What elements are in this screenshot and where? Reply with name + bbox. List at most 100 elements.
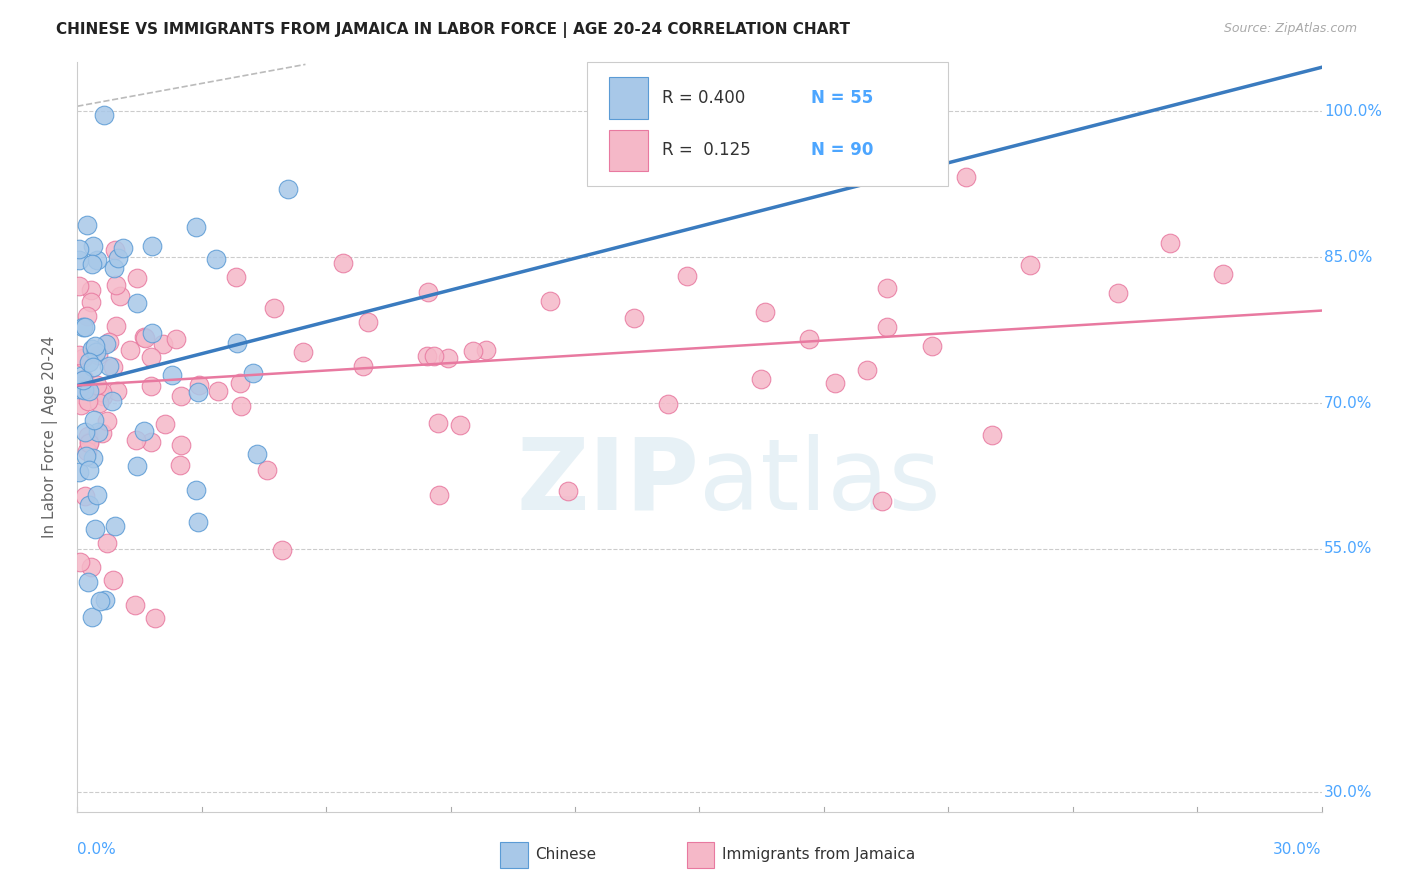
Point [77,574,100,589]
Point [754,305,776,319]
Point [870,494,893,508]
Point [91,425,114,440]
Point [86,252,108,267]
Point [186,483,208,497]
Point [82,359,104,374]
Point [94,337,117,351]
Point [139,379,162,393]
Point [207,384,229,399]
Point [263,301,285,316]
Point [91,389,114,403]
Point [75,425,97,439]
Point [124,598,146,612]
Text: In Labor Force | Age 20-24: In Labor Force | Age 20-24 [42,336,58,538]
Point [101,359,124,374]
Point [187,516,209,530]
Point [449,417,471,432]
Point [153,417,176,432]
Point [77,436,100,450]
Point [141,239,163,253]
Point [152,337,174,351]
Point [98,359,121,373]
Point [67,465,90,479]
Point [169,458,191,472]
Point [170,438,193,452]
Point [103,244,125,258]
Text: N = 55: N = 55 [811,88,873,107]
Point [271,542,294,557]
Point [170,389,193,403]
Point [86,488,108,502]
Point [82,257,104,271]
Point [72,351,94,365]
Point [799,333,821,347]
Point [96,414,118,428]
Point [246,447,269,461]
Bar [501,842,527,868]
Point [82,343,104,357]
Point [104,519,127,533]
Point [132,424,155,438]
Point [83,339,105,353]
Point [89,594,111,608]
Text: N = 90: N = 90 [811,141,875,159]
Point [83,413,105,427]
Point [76,444,98,458]
Point [187,378,209,392]
Point [75,449,97,463]
Point [94,593,117,607]
Point [73,372,96,386]
Point [77,463,100,477]
Point [352,359,374,373]
Bar [688,842,714,868]
Point [67,278,90,293]
Point [98,334,121,349]
Point [82,238,104,252]
Point [1107,286,1129,301]
Point [96,535,118,549]
Point [139,434,162,449]
Point [876,319,898,334]
Point [87,396,110,410]
Point [72,373,94,387]
Point [77,499,100,513]
Point [118,343,141,358]
Point [70,369,93,384]
Text: CHINESE VS IMMIGRANTS FROM JAMAICA IN LABOR FORCE | AGE 20-24 CORRELATION CHART: CHINESE VS IMMIGRANTS FROM JAMAICA IN LA… [56,22,851,38]
Point [277,182,299,196]
Point [73,383,96,397]
Point [205,252,228,266]
Point [77,393,100,408]
Point [1212,267,1234,281]
Text: 100.0%: 100.0% [1324,103,1382,119]
Point [77,355,100,369]
Point [876,280,898,294]
Point [955,170,977,185]
Point [422,349,444,363]
Text: 0.0%: 0.0% [77,842,117,856]
Point [82,451,104,466]
Text: 70.0%: 70.0% [1324,395,1372,410]
Text: ZIP: ZIP [516,434,700,531]
Bar [609,130,648,171]
Bar [609,78,648,119]
Point [557,483,579,498]
Point [70,398,93,412]
Point [79,435,101,450]
Point [437,351,460,365]
Point [921,339,943,353]
Point [80,283,103,297]
Point [90,385,112,400]
Point [111,241,134,255]
Point [165,332,187,346]
Point [623,311,645,326]
Point [856,363,879,377]
Point [75,489,97,503]
FancyBboxPatch shape [588,62,949,186]
Point [134,330,156,344]
Point [103,260,125,275]
Point [67,348,90,362]
Text: Immigrants from Jamaica: Immigrants from Jamaica [721,847,915,862]
Point [242,366,264,380]
Point [87,425,110,439]
